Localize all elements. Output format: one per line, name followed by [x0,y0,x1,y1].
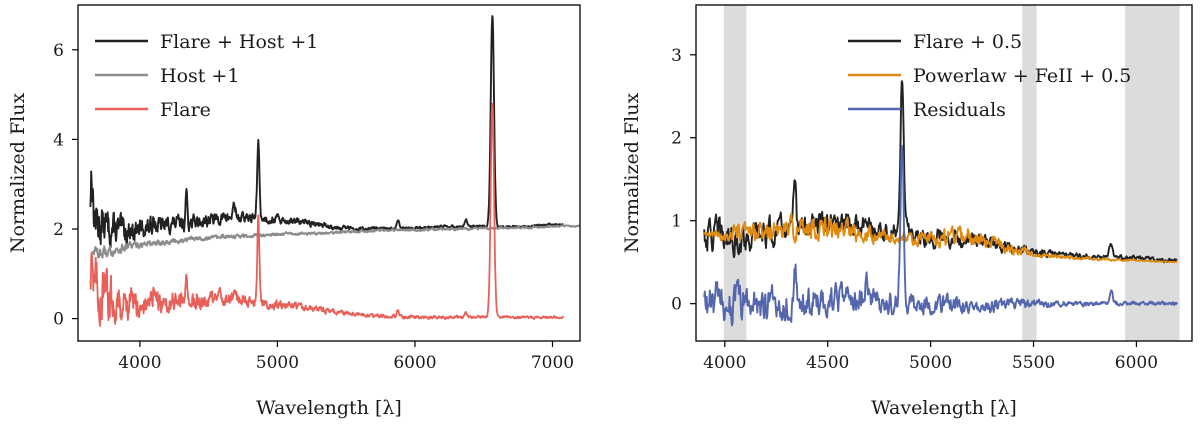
series-line-host-1 [92,224,580,259]
series-line-residuals [703,144,1179,327]
right-shaded-bands [723,5,1180,341]
y-tick-label: 1 [671,212,682,232]
x-tick-label: 4000 [118,353,161,373]
left-ylabel: Normalized Flux [7,93,29,254]
legend-label-flare-offset: Flare + 0.5 [913,31,1022,53]
y-tick-label: 3 [671,46,682,66]
legend-label-flare-host: Flare + Host +1 [160,31,318,53]
x-tick-label: 7000 [531,353,574,373]
right-xlabel: Wavelength [λ] [871,397,1017,419]
x-tick-label: 6000 [1115,353,1158,373]
x-tick-label: 5000 [909,353,952,373]
legend-label-flare: Flare [160,99,211,121]
legend-label-residuals: Residuals [913,99,1006,121]
y-tick-label: 0 [671,295,682,315]
right-plot-frame [695,4,1193,342]
left-xlabel: Wavelength [λ] [256,397,402,419]
right-ylabel: Normalized Flux [621,93,643,254]
shaded-band-0 [723,5,747,341]
legend-label-powerlaw-feii: Powerlaw + FeII + 0.5 [913,65,1131,87]
shaded-band-2 [1125,5,1180,341]
right-legend: Flare + 0.5 Powerlaw + FeII + 0.5 Residu… [848,31,1131,121]
left-legend: Flare + Host +1 Host +1 Flare [95,31,318,121]
series-line-flare-host-1 [89,15,564,249]
y-tick-label: 6 [53,41,64,61]
series-line-flare [89,102,565,327]
y-tick-label: 0 [53,310,64,330]
x-tick-label: 5500 [1012,353,1055,373]
y-tick-label: 4 [53,130,64,150]
shaded-band-1 [1022,5,1037,341]
left-ticks: 4000 5000 6000 7000 0 2 4 6 [53,41,574,373]
series-line-powerlaw-feii-0-5 [703,212,1178,264]
right-series-layer [703,80,1179,327]
left-panel: 4000 5000 6000 7000 0 2 4 6 Wavelength [λ] Norm… [7,4,581,419]
left-plot-frame [77,4,581,342]
y-tick-label: 2 [53,220,64,240]
right-ticks: 4000 4500 5000 5500 6000 0 1 2 3 [671,46,1158,373]
x-tick-label: 5000 [256,353,299,373]
x-tick-label: 6000 [393,353,436,373]
y-tick-label: 2 [671,129,682,149]
legend-label-host: Host +1 [160,65,239,87]
left-series-layer [89,15,580,327]
x-tick-label: 4500 [806,353,849,373]
x-tick-label: 4000 [703,353,746,373]
